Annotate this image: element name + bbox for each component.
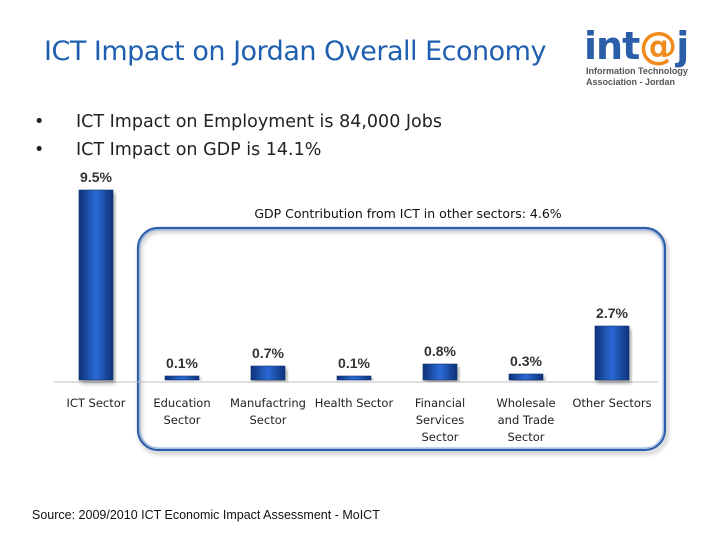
bullet-gdp: ICT Impact on GDP is 14.1% (34, 136, 442, 164)
bar-6 (594, 325, 630, 381)
intaj-logo: int@j Information Technology Association… (584, 24, 689, 87)
data-label-3: 0.1% (338, 355, 370, 371)
chart-annotation: GDP Contribution from ICT in other secto… (254, 206, 561, 221)
bar-4 (422, 363, 458, 381)
category-label-1-0: Education (153, 396, 210, 410)
category-label-2-1: Sector (250, 413, 287, 427)
category-label-1-1: Sector (164, 413, 201, 427)
category-label-4-0: Financial (415, 396, 465, 410)
category-label-5-1: and Trade (498, 413, 555, 427)
source-note: Source: 2009/2010 ICT Economic Impact As… (32, 508, 380, 522)
category-label-4-1: Services (416, 413, 465, 427)
category-label-2-0: Manufactring (230, 396, 306, 410)
page-title: ICT Impact on Jordan Overall Economy (44, 36, 546, 67)
data-label-1: 0.1% (166, 355, 198, 371)
category-label-0-0: ICT Sector (66, 396, 125, 410)
data-label-6: 2.7% (596, 305, 628, 321)
category-label-4-2: Sector (422, 430, 459, 444)
category-label-5-2: Sector (508, 430, 545, 444)
bar-1 (164, 375, 200, 381)
data-label-4: 0.8% (424, 343, 456, 359)
other-sectors-frame (136, 226, 667, 452)
bullet-list: ICT Impact on Employment is 84,000 Jobs … (34, 108, 442, 164)
data-label-0: 9.5% (80, 169, 112, 185)
category-label-5-0: Wholesale (496, 396, 555, 410)
data-label-5: 0.3% (510, 353, 542, 369)
bar-5 (508, 373, 544, 381)
bar-3 (336, 375, 372, 381)
bar-2 (250, 365, 286, 381)
bullet-employment: ICT Impact on Employment is 84,000 Jobs (34, 108, 442, 136)
category-label-3-0: Health Sector (315, 396, 394, 410)
category-label-6-0: Other Sectors (572, 396, 651, 410)
other-sectors-frame-inner (139, 229, 664, 449)
bar-0 (78, 189, 114, 381)
data-label-2: 0.7% (252, 345, 284, 361)
